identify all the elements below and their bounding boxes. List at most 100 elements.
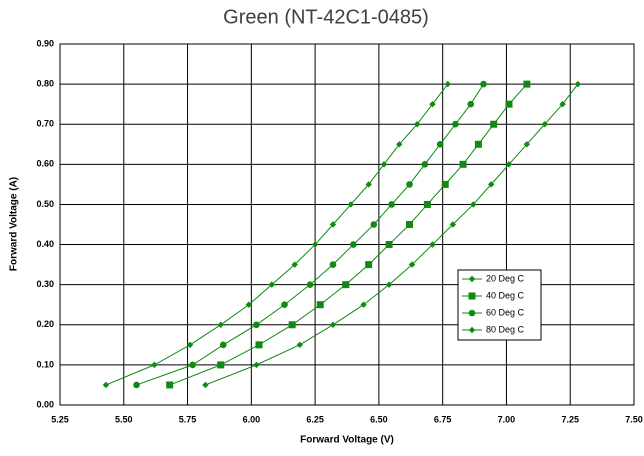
marker	[217, 361, 225, 369]
marker	[423, 200, 431, 208]
marker	[388, 201, 395, 208]
marker	[350, 241, 357, 248]
marker	[452, 120, 459, 128]
y-tick-label: 0.90	[36, 38, 54, 48]
marker	[490, 120, 498, 128]
marker	[505, 100, 513, 108]
series-line	[205, 83, 579, 386]
marker	[202, 381, 209, 389]
marker	[186, 341, 194, 349]
series-line	[169, 83, 528, 386]
marker	[166, 381, 174, 389]
marker	[429, 100, 436, 108]
marker	[217, 321, 224, 328]
marker	[429, 241, 436, 248]
x-tick-label: 5.75	[179, 414, 197, 424]
marker	[385, 281, 393, 288]
x-tick-label: 7.25	[561, 414, 579, 424]
series-line	[105, 83, 449, 386]
y-tick-label: 0.10	[36, 359, 54, 369]
y-tick-label: 0.80	[36, 78, 54, 88]
marker	[288, 321, 296, 329]
marker	[253, 361, 260, 369]
x-tick-label: 5.25	[51, 414, 69, 424]
marker	[441, 180, 449, 188]
plot-border	[59, 43, 635, 406]
marker	[467, 100, 475, 108]
legend-text: 80 Deg C	[486, 324, 525, 334]
marker	[329, 221, 337, 228]
marker	[342, 281, 350, 289]
x-tick-label: 6.75	[434, 414, 452, 424]
legend-marker	[468, 326, 476, 334]
marker	[365, 181, 372, 188]
marker	[329, 261, 337, 268]
marker	[133, 381, 140, 389]
marker	[413, 121, 421, 128]
marker	[436, 140, 444, 148]
marker	[365, 261, 373, 269]
legend-text: 40 Deg C	[486, 290, 525, 300]
marker	[470, 201, 477, 208]
y-tick-label: 0.50	[36, 199, 54, 209]
marker	[396, 141, 403, 148]
marker	[347, 201, 355, 208]
marker	[245, 301, 252, 308]
marker	[329, 321, 337, 328]
marker	[559, 100, 566, 108]
marker	[151, 361, 158, 369]
x-tick-label: 7.50	[625, 414, 643, 424]
marker	[219, 341, 227, 349]
legend-text: 20 Deg C	[486, 273, 525, 283]
marker	[316, 301, 324, 309]
marker	[574, 80, 582, 88]
marker	[459, 160, 467, 168]
legend-text: 60 Deg C	[486, 307, 525, 317]
y-axis-label: Forward Voltage (A)	[9, 177, 20, 271]
marker	[306, 281, 314, 288]
marker	[541, 121, 548, 128]
y-tick-label: 0.60	[36, 159, 54, 169]
x-tick-label: 5.50	[115, 414, 133, 424]
marker	[370, 221, 378, 228]
marker	[291, 261, 298, 268]
marker	[296, 341, 304, 349]
x-axis-label: Forward Voltage (V)	[300, 435, 394, 446]
marker	[523, 141, 531, 148]
x-tick-label: 6.25	[306, 414, 324, 424]
marker	[406, 221, 414, 228]
marker	[421, 161, 429, 168]
marker	[189, 361, 196, 369]
marker	[268, 281, 275, 288]
marker	[449, 221, 457, 228]
marker	[406, 181, 413, 188]
marker	[505, 161, 513, 168]
marker	[474, 140, 482, 148]
y-tick-label: 0.20	[36, 319, 54, 329]
marker	[523, 80, 531, 88]
y-tick-label: 0.30	[36, 279, 54, 289]
marker	[311, 241, 319, 248]
marker	[281, 301, 288, 309]
series-line	[136, 83, 484, 386]
legend-marker	[468, 309, 476, 317]
marker	[253, 321, 260, 329]
y-tick-label: 0.40	[36, 239, 54, 249]
marker	[255, 341, 263, 349]
x-tick-label: 6.50	[370, 414, 388, 424]
legend-marker	[468, 275, 476, 283]
x-tick-label: 7.00	[498, 414, 516, 424]
marker	[102, 381, 110, 389]
legend-marker	[468, 292, 476, 300]
marker	[480, 80, 487, 88]
marker	[444, 80, 451, 88]
marker	[385, 241, 393, 249]
y-tick-label: 0.70	[36, 119, 54, 129]
marker	[487, 181, 495, 188]
marker	[380, 161, 388, 168]
marker	[360, 301, 367, 308]
y-tick-label: 0.00	[36, 399, 54, 409]
chart-title: Green (NT-42C1-0485)	[223, 6, 429, 28]
